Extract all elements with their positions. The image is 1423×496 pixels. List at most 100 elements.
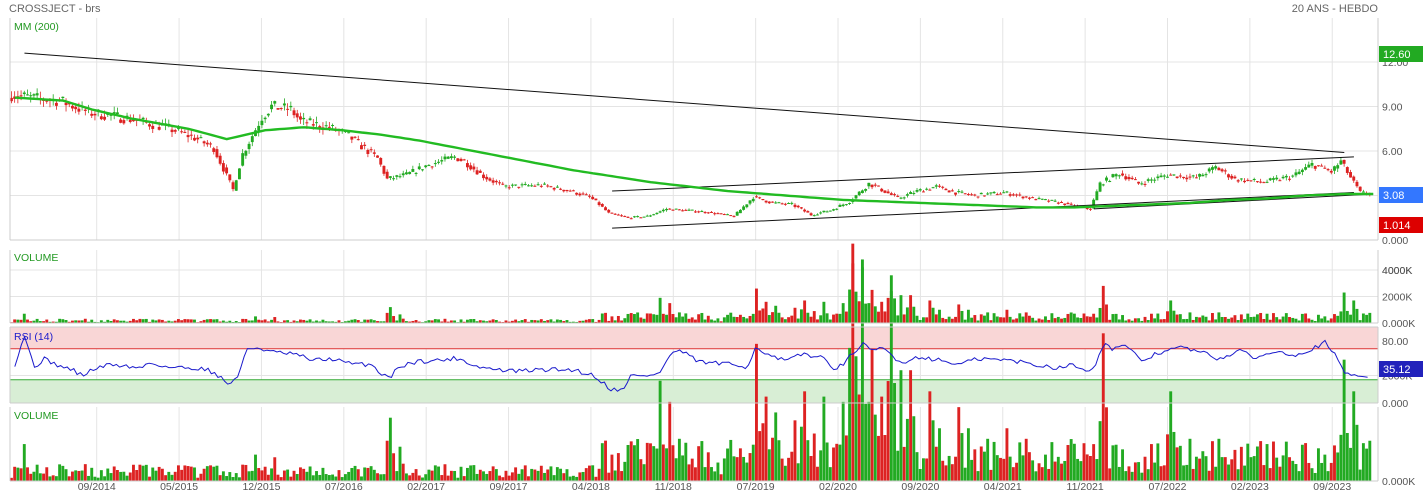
volume-bar [950,464,954,481]
candle-body [700,211,704,213]
candle-body [989,192,993,194]
volume-bar [80,470,84,481]
volume-bar [880,301,884,323]
candle-body [305,122,309,124]
volume-bar [597,468,601,481]
candle-body [922,191,925,193]
volume-bar [1368,440,1372,481]
volume-bar [1300,313,1304,323]
candle-body [880,188,884,192]
volume-bar [54,476,58,481]
volume-bar [1047,468,1051,481]
candle-body [1288,178,1291,180]
candle-body [665,208,668,211]
volume-bar [571,321,575,323]
volume-bar [417,475,421,481]
volume-bar [661,444,665,481]
volume-bar [215,319,219,323]
volume-bar [922,458,925,481]
candle-body [299,116,302,120]
volume-bar [533,320,537,323]
candle-body [1133,179,1137,181]
x-tick-label: 09/2023 [1313,481,1351,493]
candle-body [780,203,784,205]
volume-bar [1272,313,1275,323]
volume-bar [623,461,627,481]
volume-bar [154,470,158,481]
volume-bar [54,321,58,323]
candle-body [1034,199,1038,201]
volume-bar [912,416,916,481]
candle-body [1056,202,1060,204]
candle-body [559,188,563,190]
candle-body [1069,203,1073,205]
volume-bar [1114,444,1118,481]
volume-bar [71,471,74,481]
volume-bar [1027,452,1031,481]
volume-bar [1053,318,1057,323]
volume-bar [925,458,929,481]
volume-bar [74,320,78,323]
volume-bar [176,319,180,323]
volume-bar [42,473,46,481]
candle-body [234,180,238,191]
candle-body [771,201,774,203]
candle-body [388,176,392,178]
volume-bar [144,318,148,323]
volume-bar [1098,421,1102,481]
candle-body [941,186,945,188]
volume-bar [947,455,951,481]
volume-bar [241,318,245,323]
candle-body [1217,167,1221,171]
candle-body [469,165,473,170]
volume-bar [623,318,627,323]
volume-bar [1002,317,1006,323]
candle-body [626,216,630,218]
volume-bar [1060,463,1063,481]
volume-bar [896,450,900,481]
volume-bar [597,319,601,323]
volume-bar [128,472,132,481]
volume-bar [398,446,402,481]
candle-body [575,192,579,195]
volume-bar [392,453,396,481]
candle-body [893,194,896,196]
volume-bar [514,467,518,481]
volume-bar [494,320,498,323]
volume-bar [1252,456,1256,481]
volume-bar [90,467,94,481]
candle-body [938,185,941,187]
candle-body [1249,180,1253,182]
volume-bar [771,437,774,481]
candle-body [841,204,845,207]
candle-body [867,182,871,187]
candle-body [1005,191,1009,193]
candle-body [1146,179,1150,181]
volume-bar [327,321,331,323]
volume-bar [282,320,286,323]
volume-bar [1207,320,1211,323]
volume-bar [295,321,299,323]
candle-body [1223,170,1227,172]
volume-bar [263,319,267,323]
candle-body [1092,199,1096,209]
volume-bar [1117,319,1121,323]
volume-bar [1259,312,1263,323]
grid [10,18,1378,482]
volume-bar [816,466,819,481]
volume-bar [1063,317,1067,323]
candle-body [67,103,71,105]
volume-bar [713,471,717,481]
candle-body [1284,175,1288,178]
volume-bar [167,320,171,323]
volume-bar [751,444,755,481]
candle-body [514,184,518,186]
last-price-tag: 3.08 [1383,190,1404,202]
candle-body [703,212,707,214]
volume-bar [658,297,662,323]
volume-bar [363,319,367,323]
candle-body [732,216,736,218]
volume-bar [302,468,306,481]
volume-bar [446,475,450,481]
candle-body [607,209,611,213]
